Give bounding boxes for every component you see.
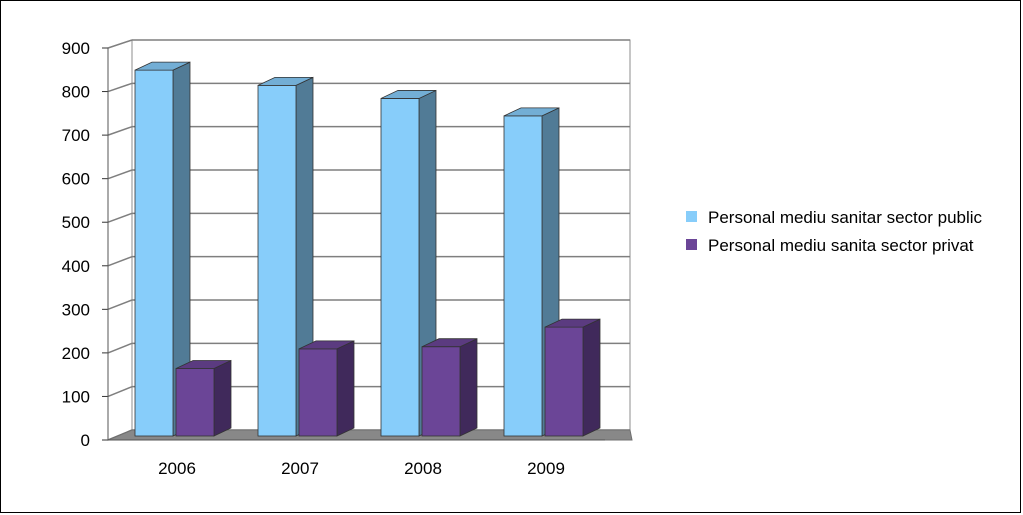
x-tick-label-2008: 2008 — [404, 459, 442, 478]
y-tick-label-600: 600 — [62, 170, 90, 189]
bar-private-2009 — [544, 318, 601, 437]
bar-public-2006 — [134, 61, 191, 437]
side-wall — [107, 39, 133, 441]
y-tick-label-200: 200 — [62, 344, 90, 363]
y-tick-label-700: 700 — [62, 126, 90, 145]
x-tick-label-2009: 2009 — [527, 459, 565, 478]
legend-swatch-public — [686, 211, 697, 222]
bar-private-2006 — [175, 359, 232, 437]
gridline-side-900 — [107, 39, 133, 49]
y-tick-label-500: 500 — [62, 213, 90, 232]
gridline-side-200 — [107, 342, 133, 354]
legend-item-public: Personal mediu sanitar sector public — [686, 206, 1016, 230]
gridline-side-700 — [107, 125, 133, 136]
bar-private-2008 — [421, 338, 478, 437]
legend-label-private: Personal mediu sanita sector privat — [708, 236, 974, 255]
gridline-side-100 — [107, 385, 133, 398]
x-tick-label-2006: 2006 — [158, 459, 196, 478]
legend-label-public: Personal mediu sanitar sector public — [708, 208, 983, 227]
legend: Personal mediu sanitar sector public Per… — [686, 206, 1016, 262]
legend-swatch-private — [686, 239, 697, 250]
y-tick-label-900: 900 — [62, 39, 90, 58]
gridline-side-300 — [107, 299, 133, 311]
y-tick-label-0: 0 — [81, 431, 90, 450]
gridline-side-600 — [107, 169, 133, 180]
y-tick-label-100: 100 — [62, 387, 90, 406]
legend-item-private: Personal mediu sanita sector privat — [686, 234, 1016, 258]
y-tick-label-300: 300 — [62, 300, 90, 319]
bar-private-2007 — [298, 340, 355, 437]
x-tick-label-2007: 2007 — [281, 459, 319, 478]
y-tick-label-800: 800 — [62, 83, 90, 102]
y-tick-label-400: 400 — [62, 257, 90, 276]
gridline-side-800 — [107, 82, 133, 93]
gridline-side-400 — [107, 255, 133, 267]
gridline-side-500 — [107, 212, 133, 223]
